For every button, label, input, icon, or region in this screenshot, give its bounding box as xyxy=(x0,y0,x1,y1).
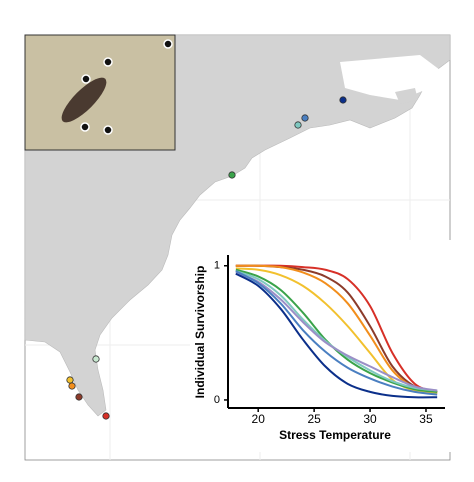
y-tick-label: 1 xyxy=(214,260,220,272)
sites xyxy=(66,96,347,420)
plot: 20 25 30 35 0 1 xyxy=(214,255,445,426)
x-axis-label: Stress Temperature xyxy=(279,428,391,442)
chart-panel xyxy=(190,240,452,452)
survival-curve xyxy=(235,271,438,392)
y-axis-label: Individual Survivorship xyxy=(193,266,207,399)
x-tick-label: 25 xyxy=(307,412,321,426)
copepod xyxy=(61,77,107,123)
photo-markers xyxy=(80,39,173,135)
survival-curve xyxy=(235,270,438,396)
y-tick-label: 0 xyxy=(214,394,220,406)
x-tick-label: 20 xyxy=(252,412,266,426)
x-tick-label: 35 xyxy=(419,412,433,426)
island xyxy=(395,88,418,104)
survival-curve xyxy=(235,264,438,395)
survival-curve xyxy=(235,272,438,399)
x-tick-label: 30 xyxy=(363,412,377,426)
